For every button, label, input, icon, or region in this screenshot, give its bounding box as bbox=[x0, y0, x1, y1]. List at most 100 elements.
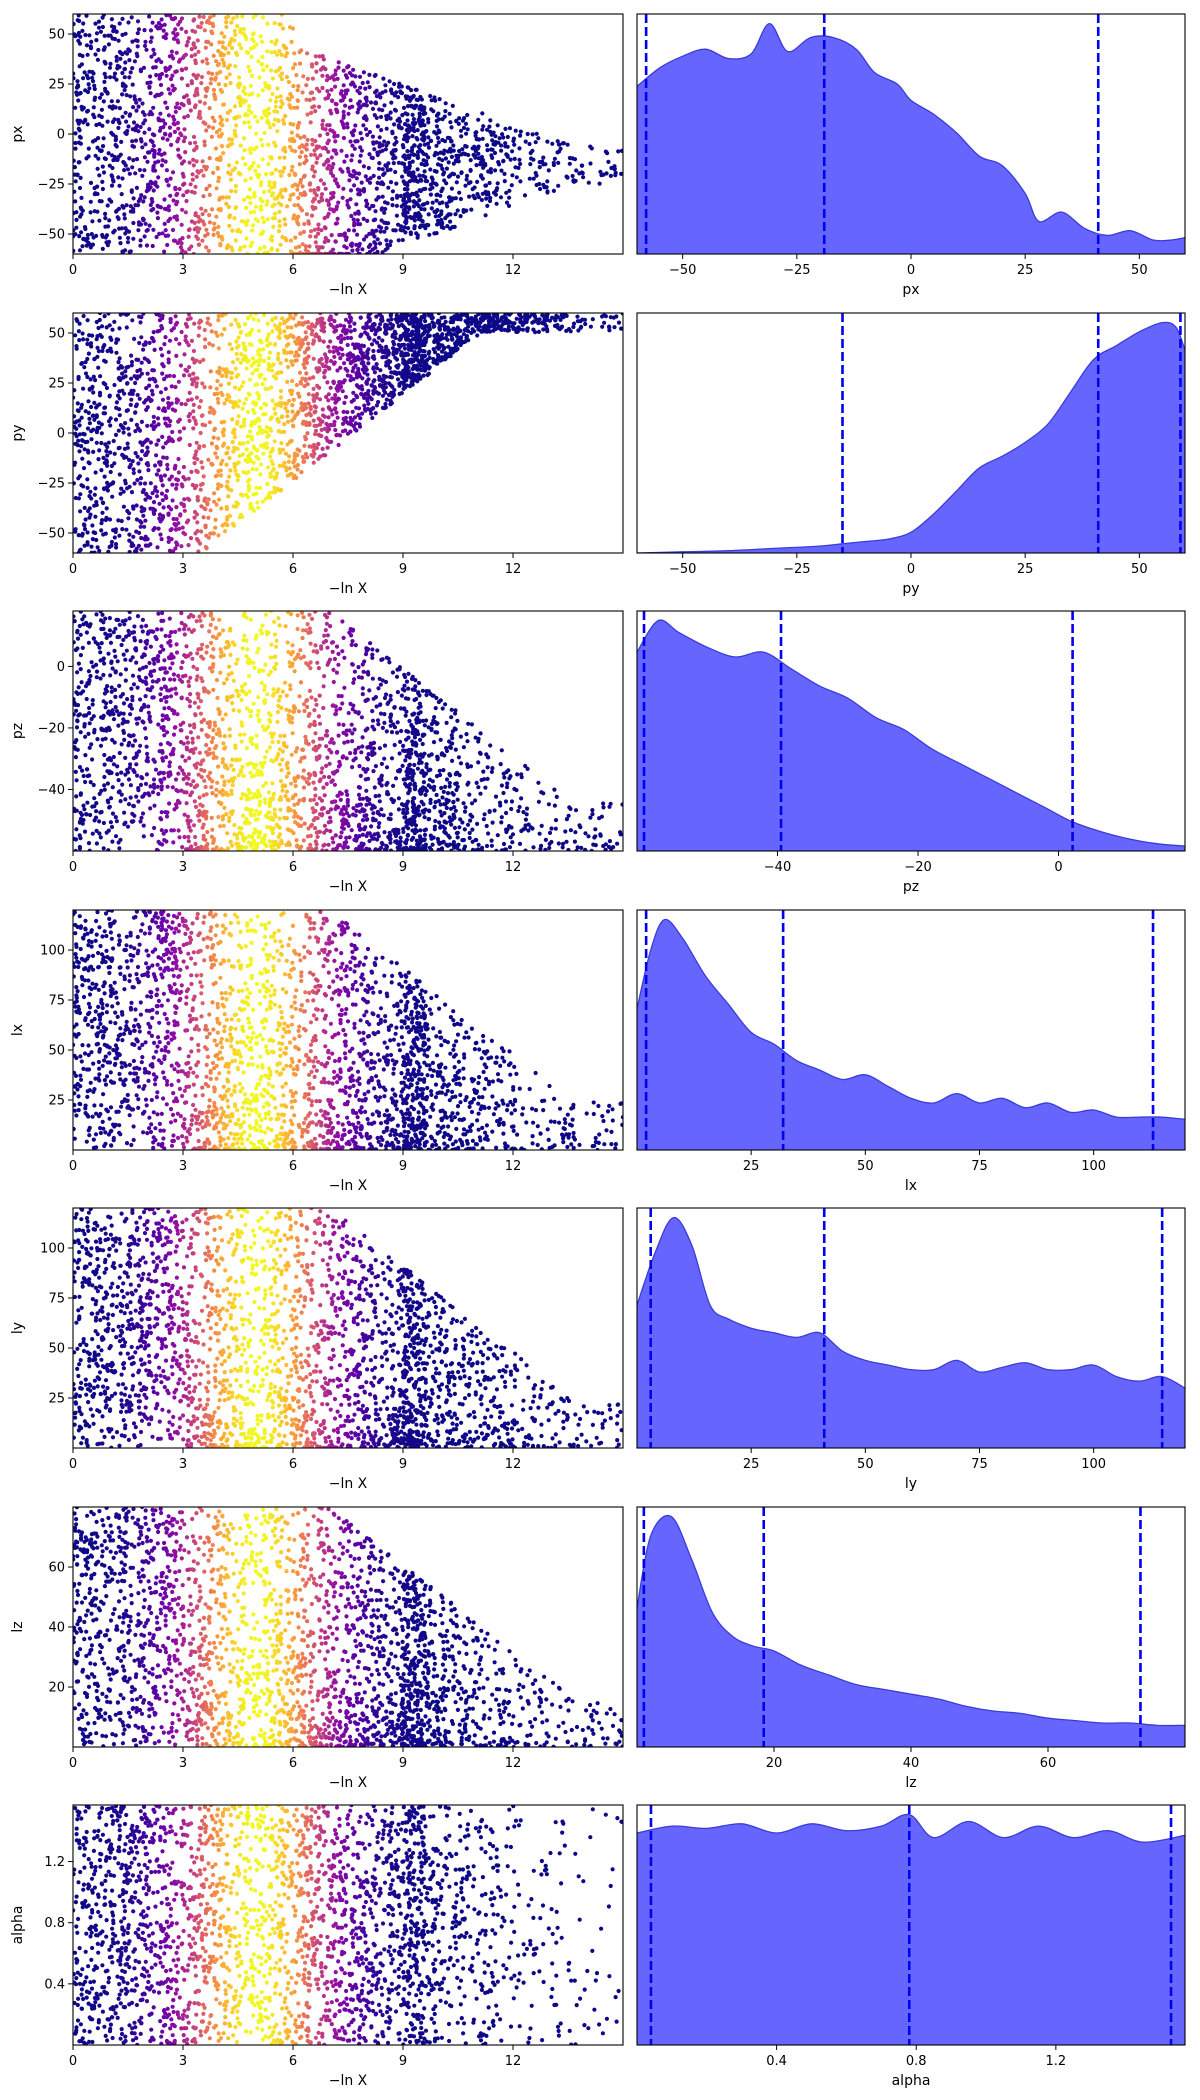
trace-axes-frame bbox=[72, 1207, 624, 1449]
x-tick-label: 6 bbox=[289, 263, 297, 278]
trace-panel-px: 0 3 6 9 12 −50 −25 0 25 50 −ln X px bbox=[10, 13, 624, 298]
x-tick-label: 50 bbox=[1131, 263, 1148, 278]
trace-panel-alpha: 0 3 6 9 12 0.4 0.8 1.2 −ln X alpha bbox=[10, 1804, 624, 2089]
density-line bbox=[637, 918, 1185, 1121]
x-tick-label: 12 bbox=[505, 1756, 522, 1771]
density-fill bbox=[637, 1515, 1185, 1747]
y-tick-label: 25 bbox=[48, 1392, 65, 1407]
x-tick-label: 0.8 bbox=[906, 2054, 927, 2069]
trace-y-axis-label: pz bbox=[10, 723, 26, 739]
marginal-panel-ly: 25 50 75 100 ly bbox=[636, 1207, 1186, 1492]
y-tick-label: −40 bbox=[38, 783, 65, 798]
density-area bbox=[637, 1208, 1185, 1448]
marginal-x-axis-label: py bbox=[902, 581, 919, 597]
trace-y-axis-label: px bbox=[10, 125, 26, 142]
x-tick-label: 6 bbox=[289, 2054, 297, 2069]
x-tick-label: 50 bbox=[1131, 562, 1148, 577]
x-tick-label: 0 bbox=[907, 263, 915, 278]
marginal-x-axis-label: lx bbox=[905, 1178, 917, 1194]
x-tick-label: 0 bbox=[69, 263, 77, 278]
y-tick-label: −50 bbox=[38, 527, 65, 542]
trace-x-axis-label: −ln X bbox=[329, 879, 368, 895]
scatter-points bbox=[73, 14, 623, 254]
x-tick-label: 25 bbox=[743, 1159, 760, 1174]
trace-panel-lx: 0 3 6 9 12 25 50 75 100 −ln X lx bbox=[10, 909, 624, 1194]
x-tick-label: 20 bbox=[766, 1756, 783, 1771]
x-tick-label: 3 bbox=[179, 2054, 187, 2069]
x-tick-label: 0 bbox=[1054, 860, 1062, 875]
x-tick-label: 3 bbox=[179, 1159, 187, 1174]
x-tick-label: 75 bbox=[971, 1159, 988, 1174]
y-tick-label: −20 bbox=[38, 721, 65, 736]
y-tick-label: 75 bbox=[48, 1292, 65, 1307]
x-tick-label: −50 bbox=[669, 263, 696, 278]
y-tick-label: 50 bbox=[48, 1342, 65, 1357]
x-tick-label: 0 bbox=[69, 562, 77, 577]
trace-axes-frame bbox=[72, 1804, 624, 2046]
density-fill bbox=[637, 23, 1185, 254]
trace-axes-frame bbox=[72, 610, 624, 852]
x-tick-label: 50 bbox=[857, 1159, 874, 1174]
marginal-axes-frame bbox=[636, 1207, 1186, 1449]
x-tick-label: 0 bbox=[69, 1457, 77, 1472]
y-tick-label: 20 bbox=[48, 1681, 65, 1696]
density-area bbox=[637, 910, 1185, 1150]
x-tick-label: 100 bbox=[1081, 1159, 1106, 1174]
x-tick-label: 6 bbox=[289, 1756, 297, 1771]
x-tick-label: 25 bbox=[743, 1457, 760, 1472]
density-line bbox=[637, 1515, 1185, 1727]
x-tick-label: 75 bbox=[971, 1457, 988, 1472]
x-tick-label: 6 bbox=[289, 1457, 297, 1472]
x-tick-label: 0 bbox=[69, 1159, 77, 1174]
x-tick-label: 12 bbox=[505, 2054, 522, 2069]
trace-x-axis-label: −ln X bbox=[329, 1178, 368, 1194]
y-tick-label: 60 bbox=[48, 1561, 65, 1576]
x-tick-label: 0 bbox=[907, 562, 915, 577]
marginal-x-axis-label: px bbox=[902, 282, 919, 298]
density-area bbox=[637, 313, 1185, 553]
trace-y-axis-label: py bbox=[10, 424, 26, 441]
marginal-x-axis-label: pz bbox=[903, 879, 919, 895]
marginal-panel-lx: 25 50 75 100 lx bbox=[636, 909, 1186, 1194]
density-fill bbox=[637, 919, 1185, 1150]
scatter-points bbox=[73, 1805, 623, 2045]
x-tick-label: 25 bbox=[1017, 263, 1034, 278]
density-line bbox=[637, 321, 1185, 553]
trace-x-axis-label: −ln X bbox=[329, 1775, 368, 1791]
x-tick-label: 6 bbox=[289, 860, 297, 875]
marginal-axes-frame bbox=[636, 909, 1186, 1151]
x-tick-label: 6 bbox=[289, 1159, 297, 1174]
y-tick-label: 50 bbox=[48, 327, 65, 342]
scatter-points bbox=[73, 313, 623, 553]
y-tick-label: −25 bbox=[38, 477, 65, 492]
marginal-panel-pz: −40 −20 0 pz bbox=[636, 610, 1186, 895]
trace-panel-ly: 0 3 6 9 12 25 50 75 100 −ln X ly bbox=[10, 1207, 624, 1492]
x-tick-label: 9 bbox=[399, 860, 407, 875]
y-tick-label: 25 bbox=[48, 1094, 65, 1109]
x-tick-label: −50 bbox=[669, 562, 696, 577]
x-tick-label: −25 bbox=[783, 263, 810, 278]
density-area bbox=[637, 611, 1185, 851]
scatter-points bbox=[73, 1208, 623, 1448]
y-tick-label: 0 bbox=[57, 660, 65, 675]
x-tick-label: 3 bbox=[179, 1756, 187, 1771]
marginal-x-axis-label: alpha bbox=[892, 2073, 931, 2089]
x-tick-label: 3 bbox=[179, 860, 187, 875]
trace-x-axis-label: −ln X bbox=[329, 1476, 368, 1492]
density-line bbox=[637, 1813, 1185, 1843]
x-tick-label: 25 bbox=[1017, 562, 1034, 577]
x-tick-label: 3 bbox=[179, 562, 187, 577]
trace-x-axis-label: −ln X bbox=[329, 2073, 368, 2089]
x-tick-label: 0 bbox=[69, 860, 77, 875]
y-tick-label: 50 bbox=[48, 1044, 65, 1059]
trace-y-axis-label: lz bbox=[10, 1621, 26, 1632]
x-tick-label: 12 bbox=[505, 860, 522, 875]
density-fill bbox=[637, 1814, 1185, 2045]
density-line bbox=[637, 1216, 1185, 1389]
x-tick-label: 3 bbox=[179, 1457, 187, 1472]
y-tick-label: 100 bbox=[40, 1242, 65, 1257]
x-tick-label: 6 bbox=[289, 562, 297, 577]
y-tick-label: 100 bbox=[40, 944, 65, 959]
y-tick-label: −25 bbox=[38, 178, 65, 193]
x-tick-label: 9 bbox=[399, 1756, 407, 1771]
